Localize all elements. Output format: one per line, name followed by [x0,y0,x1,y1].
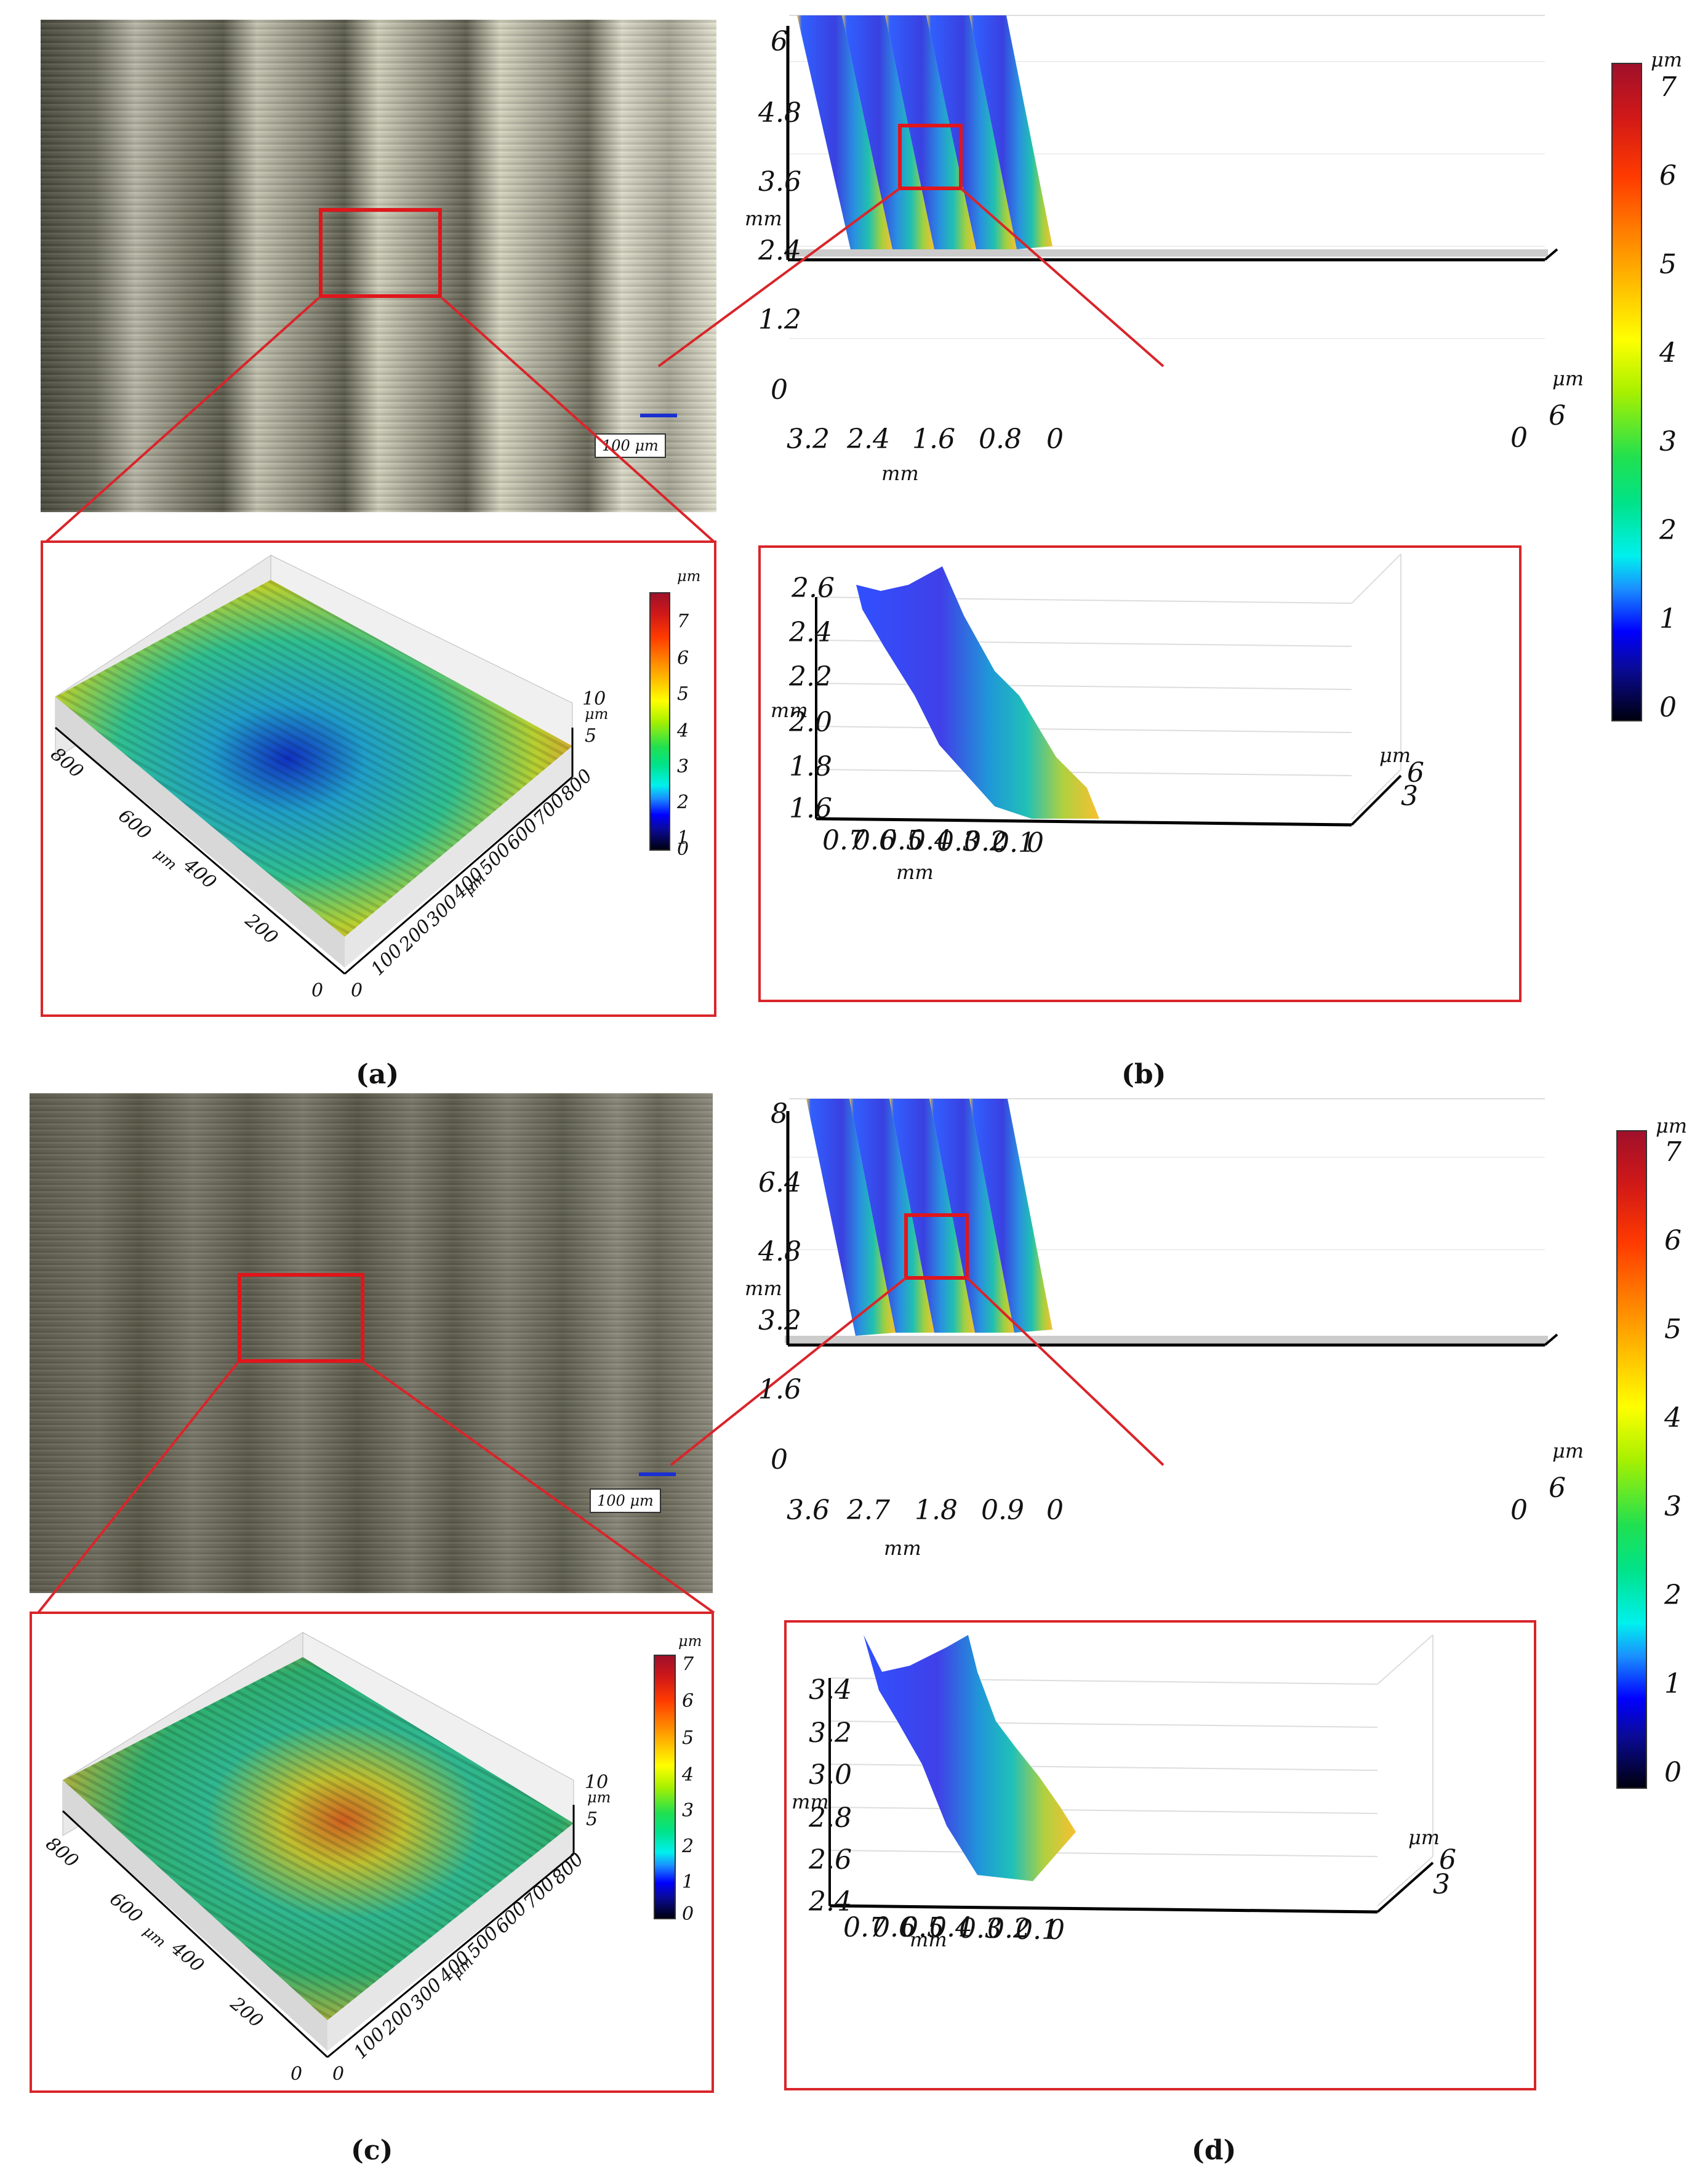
surface-3d-zoom-b: 2.6 2.4 2.2 mm 2.0 1.8 1.6 0.7 0.6 0.5 0… [758,545,1522,1002]
caption-b: (b) [1121,1059,1166,1090]
caption-d: (d) [1192,2135,1237,2166]
colorbar-a [649,592,670,851]
caption-c: (c) [351,2135,393,2166]
colorbar-b [1611,63,1642,721]
surface-3d-inset-c: 800 600 μm 400 200 0 0 100 200 300 μm 40… [30,1612,714,2093]
surface-3d-zoom-d: 3.4 3.2 3.0 mm 2.8 2.6 2.4 0.7 0.6 0.5 0… [784,1620,1536,2090]
colorbar-c [654,1655,676,1919]
region-of-interest-box [319,208,442,298]
caption-a: (a) [356,1059,399,1090]
groove-stripes [797,15,1052,252]
surface-3d-inset-a: 800 600 μm 400 200 0 0 100 200 300 μm 40… [41,540,716,1017]
colorbar-d [1616,1130,1647,1789]
groove-stripes [806,1099,1052,1336]
region-of-interest-box [238,1273,364,1363]
surface-3d-main-b [657,15,1558,367]
micrograph-c: 100 μm [30,1093,713,1593]
micrograph-a: 100 μm [41,20,716,512]
surface-3d-main-d [670,1098,1558,1466]
